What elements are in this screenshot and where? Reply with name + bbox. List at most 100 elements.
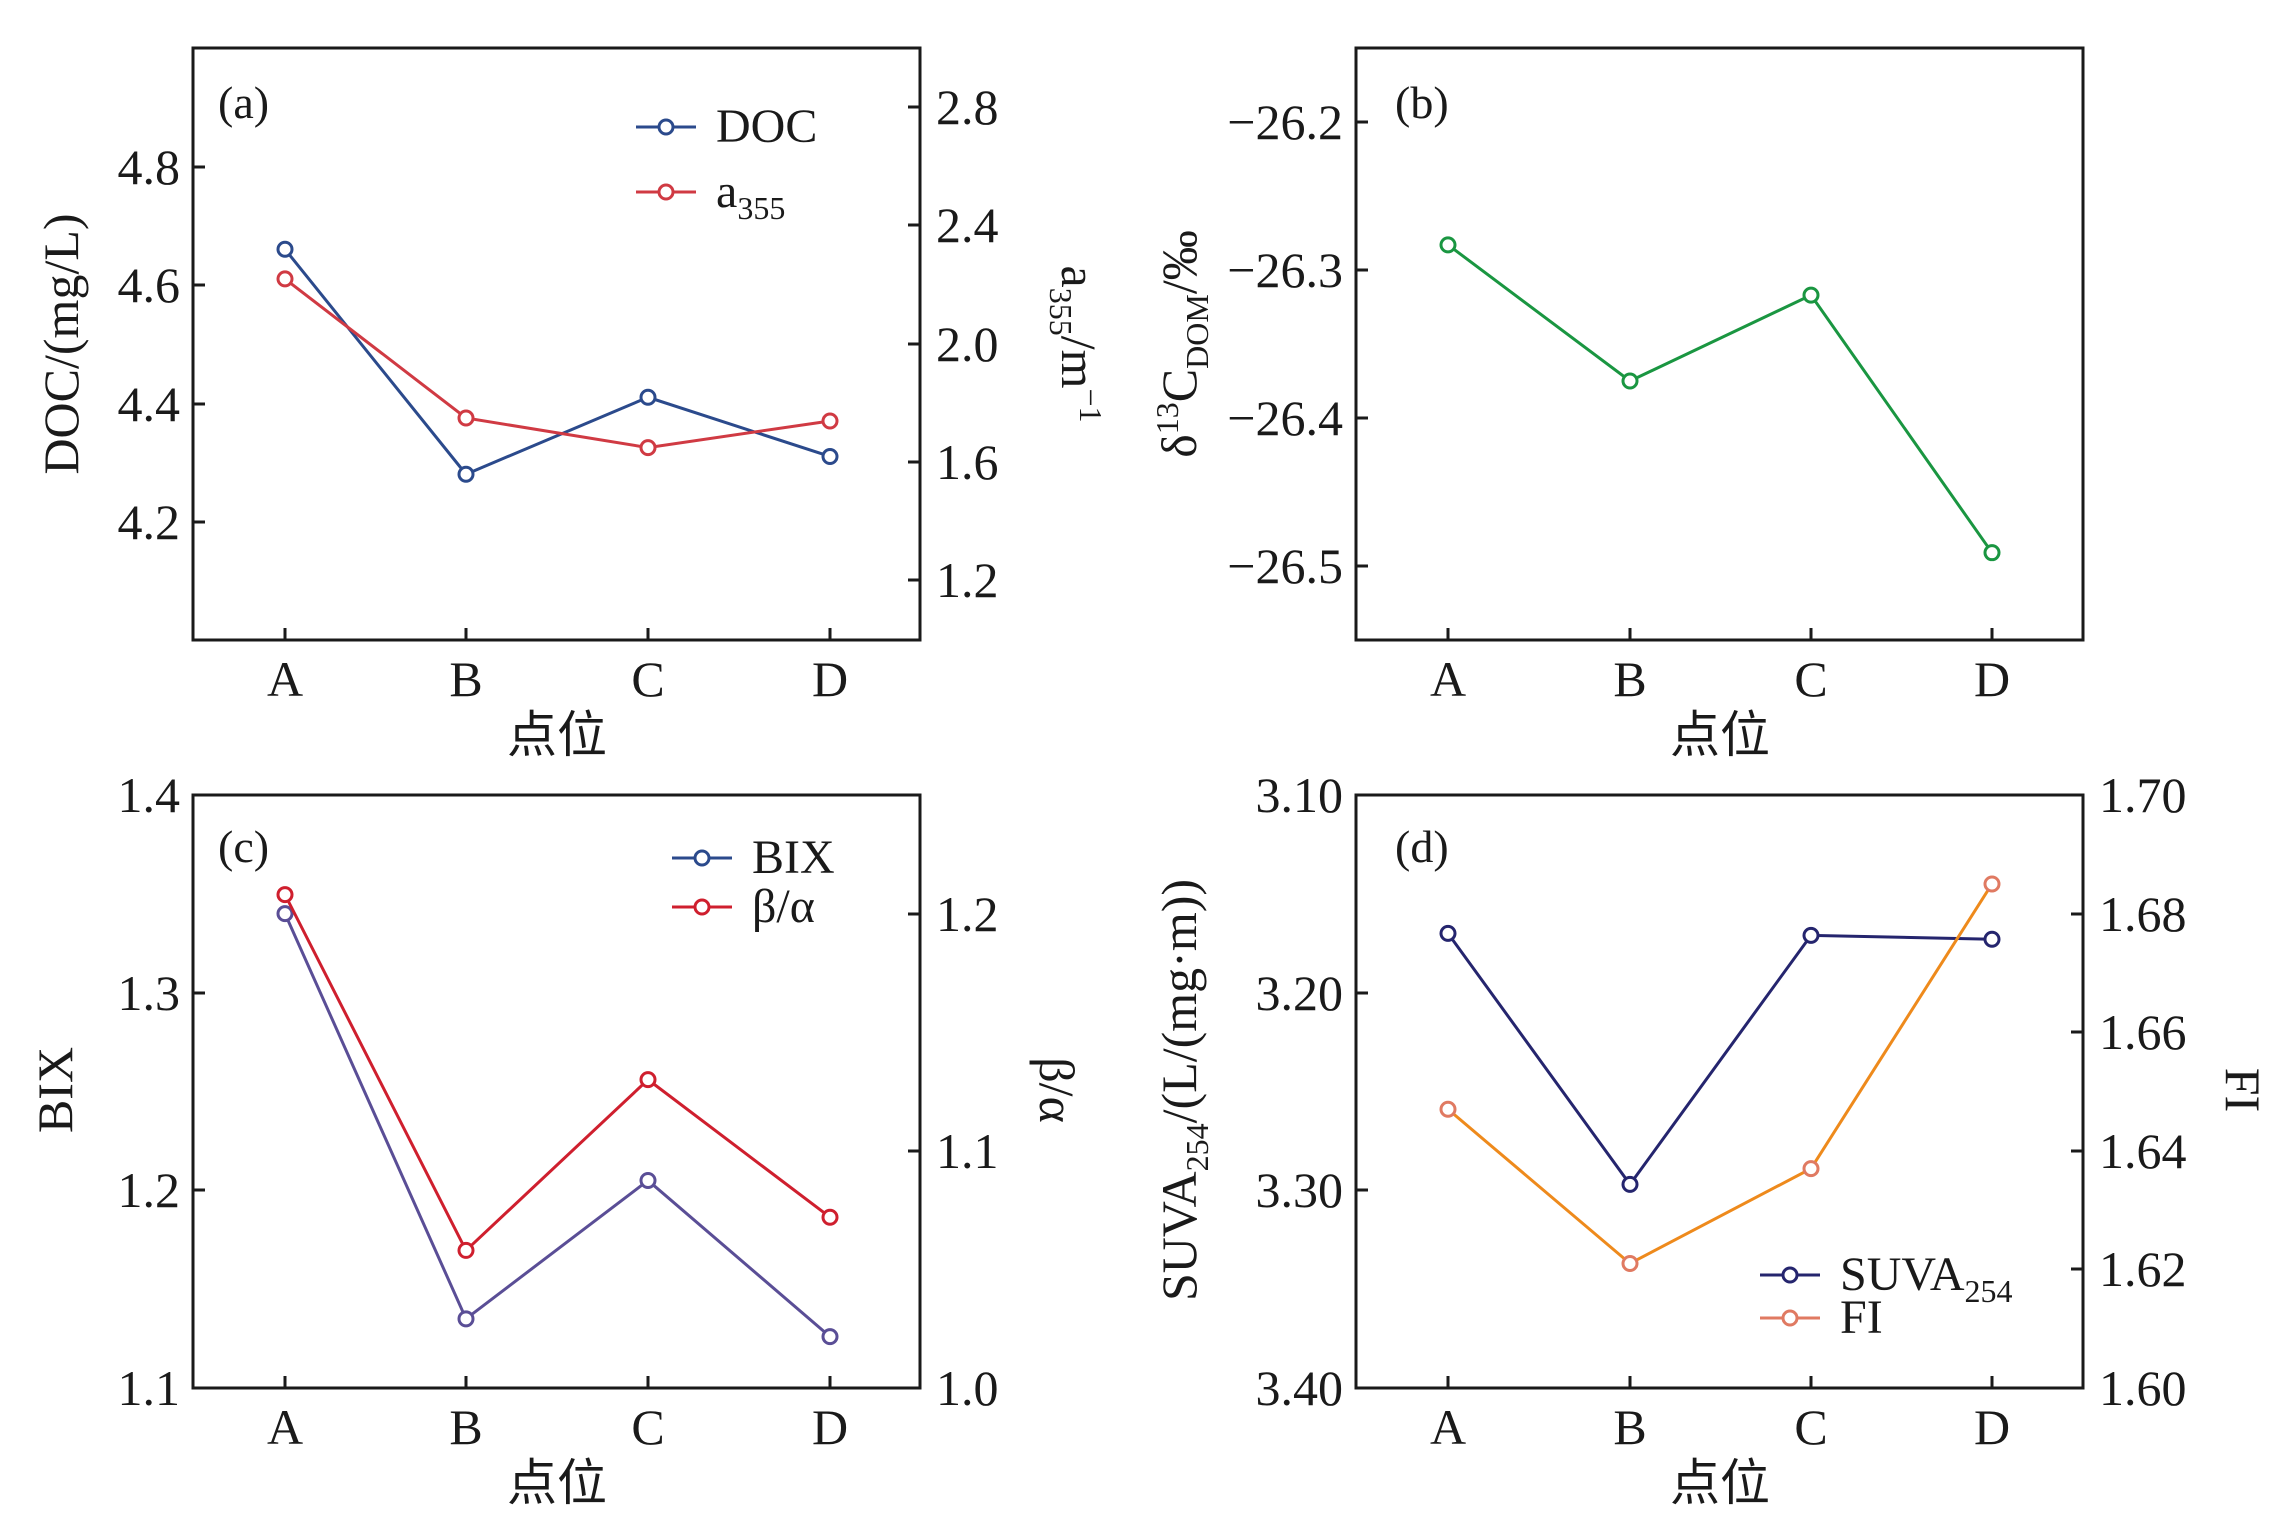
panel-a-plot [276,240,839,483]
panel-d-ytick-label: 3.40 [1256,1360,1344,1416]
legend-label-doc: DOC [716,100,817,153]
panel-c-xtick-label: A [267,1399,303,1455]
panel-a-ytick-label: 4.2 [118,494,181,550]
data-point-2-0-C [639,1171,657,1189]
panel-d-y2tick-label: 1.68 [2099,886,2187,942]
data-point-1-0-A [1439,236,1457,254]
panel-c-tag: (c) [218,821,269,872]
data-point-0-1-C [639,439,657,457]
panel-d-ytick-label: 3.20 [1256,965,1344,1021]
series-line-3-0 [1446,932,1993,1187]
panel-d-xtick-label: C [1794,1399,1827,1455]
panel-b-ytick-label: −26.2 [1227,94,1343,150]
panel-c-x-axis: A B C D 点位 [267,1376,848,1511]
data-point-0-1-D [821,412,839,430]
panel-a-ytick-label: 4.4 [118,376,181,432]
panel-d-y2tick-label: 1.62 [2099,1241,2187,1297]
panel-a-x-axis: A B C D 点位 [267,628,848,763]
data-point-0-0-A [276,240,294,258]
panel-c-xtick-label: B [449,1399,482,1455]
panel-c-y2tick-label: 1.0 [936,1360,999,1416]
data-point-1-0-C [1802,286,1820,304]
panel-a-y2tick-label: 2.4 [936,197,999,253]
data-point-3-1-C [1802,1160,1820,1178]
panel-c-right-axis: 1.0 1.1 1.2 β/α [908,886,1085,1416]
series-line-3-1 [1447,883,1994,1266]
panel-a-ylabel: DOC/(mg/L) [33,213,89,474]
panel-a-y2tick-label: 1.6 [936,434,999,490]
legend-label-suva254: SUVA254 [1840,1248,2013,1309]
series-line-0-0 [283,248,831,477]
legend-label-a355: a355 [716,165,785,226]
data-point-2-1-D [821,1208,839,1226]
data-point-3-1-D [1983,875,2001,893]
panel-d-tag: (d) [1395,821,1449,872]
data-point-0-1-A [276,270,294,288]
panel-d-y2label: FI [2215,1068,2271,1112]
data-point-0-0-B [457,465,475,483]
panel-b-xlabel: 点位 [1670,707,1770,763]
panel-a-ytick-label: 4.8 [118,139,181,195]
panel-a-xtick-label: B [449,651,482,707]
panel-b-left-axis: −26.2 −26.3 −26.4 −26.5 δ13CDOM/‰ [1149,94,1368,594]
panel-a-y2tick-label: 2.0 [936,316,999,372]
data-point-0-0-C [639,388,657,406]
data-point-2-0-B [457,1310,475,1328]
panel-a-ytick-label: 4.6 [118,257,181,313]
data-point-3-0-A [1439,924,1457,942]
series-line-2-0 [283,912,831,1338]
data-point-1-0-B [1621,372,1639,390]
panel-d-xtick-label: A [1430,1399,1466,1455]
panel-b-ytick-label: −26.4 [1227,390,1343,446]
series-line-2-1 [283,893,831,1253]
data-point-3-0-C [1802,926,1820,944]
legend-marker-beta-alpha [693,898,711,916]
legend-label-fi: FI [1840,1291,1883,1344]
panel-c-y2tick-label: 1.1 [936,1123,999,1179]
panel-b-tag: (b) [1395,77,1449,128]
panel-c-plot [276,886,839,1346]
data-point-2-0-D [821,1328,839,1346]
legend-marker-doc [657,118,675,136]
panel-c-ylabel: BIX [27,1047,83,1133]
panel-b-plot [1439,236,2001,562]
panel-a-xtick-label: A [267,651,303,707]
panel-a-y2label: a355/m−1 [1043,265,1109,422]
series-line-1-0 [1447,243,1994,554]
panel-c-y2tick-label: 1.2 [936,886,999,942]
panel-b-xtick-label: C [1794,651,1827,707]
panel-d-plot [1439,875,2001,1272]
panel-c-ytick-label: 1.1 [118,1360,181,1416]
legend-label-bix: BIX [752,831,835,884]
legend-marker-a355 [657,183,675,201]
panel-d: (d) 3.10 3.20 3.30 3.40 SUVA254/(L/(mg·m… [1151,767,2271,1511]
data-point-0-0-D [821,447,839,465]
panel-a: (a) 4.2 4.4 4.6 4.8 DOC/(mg/L) 1.2 1.6 2… [33,46,1109,763]
data-point-3-1-A [1439,1100,1457,1118]
panel-c-legend: BIX β/α [672,831,835,933]
panel-a-y2tick-label: 1.2 [936,552,999,608]
panel-d-xlabel: 点位 [1670,1455,1770,1511]
panel-d-y2tick-label: 1.66 [2099,1004,2187,1060]
data-point-2-1-A [276,886,294,904]
panel-b-xtick-label: A [1430,651,1466,707]
panel-d-ytick-label: 3.30 [1256,1162,1344,1218]
panel-c-y2label: β/α [1029,1057,1085,1123]
panel-b-ytick-label: −26.3 [1227,242,1343,298]
panel-c: (c) 1.1 1.2 1.3 1.4 BIX 1.0 1.1 1.2 β/α [27,767,1085,1511]
panel-d-xtick-label: D [1974,1399,2010,1455]
panel-d-y2tick-label: 1.60 [2099,1360,2187,1416]
legend-marker-suva254 [1781,1266,1799,1284]
panel-d-frame [1354,793,2085,1390]
legend-label-beta-alpha: β/α [752,880,815,933]
panel-c-ytick-label: 1.2 [118,1162,181,1218]
panel-c-ytick-label: 1.3 [118,965,181,1021]
panel-b-xtick-label: B [1613,651,1646,707]
panel-d-ytick-label: 3.10 [1256,767,1344,823]
legend-marker-bix [693,849,711,867]
data-point-2-1-C [639,1071,657,1089]
panel-b: (b) −26.2 −26.3 −26.4 −26.5 δ13CDOM/‰ A … [1149,46,2085,763]
data-point-1-0-D [1983,544,2001,562]
panel-a-legend: DOC a355 [636,100,817,226]
